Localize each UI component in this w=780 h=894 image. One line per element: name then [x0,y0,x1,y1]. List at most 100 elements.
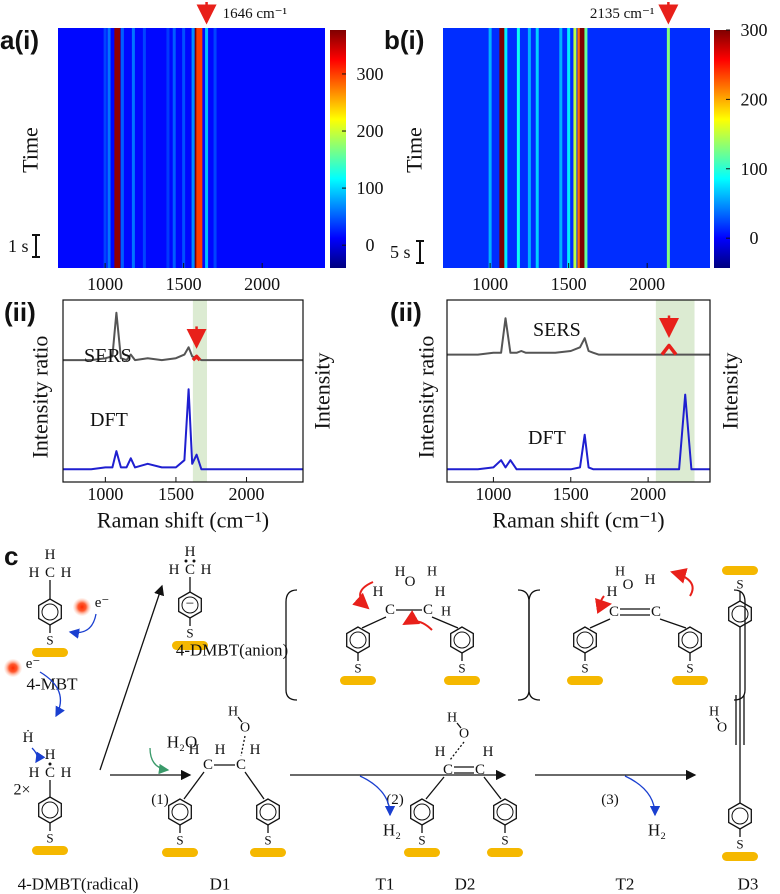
scheme-text: H [29,765,40,781]
scheme-text: S [736,837,743,852]
scheme-text: O [623,577,634,593]
highlight-peak [660,343,678,356]
x-axis-label: Raman shift (cm⁻¹) [97,508,269,533]
scheme-text: 2× [13,782,30,799]
heatmap-stripe [114,28,121,268]
heatmap-stripe [535,28,539,268]
heatmap-stripe [584,28,588,268]
red-arrow [402,610,433,631]
ring-inner [41,603,59,621]
heatmap-stripe [573,28,577,268]
ring-inner [259,803,277,821]
gold-substrate [172,641,208,650]
heatmap-stripe [191,28,195,268]
scheme-text: H [435,584,446,600]
scheme-text: − [186,596,194,612]
scheme-text: (2) [386,792,404,808]
heatmap-stripe [196,28,203,268]
scheme-text: H₂ [383,821,401,840]
gold-substrate [487,848,523,857]
scheme-text: S [418,833,425,848]
plot-frame [446,299,711,483]
bond [449,741,465,761]
x-tick-label: 2000 [229,484,265,504]
scheme-text: S [581,661,588,676]
y2-axis-label: Intensity [718,353,743,430]
colorbar-tick-label: 0 [366,235,375,255]
scheme-text: C [45,765,55,781]
bond [183,771,205,800]
scheme-text: S [46,831,53,846]
ring-inner [496,803,514,821]
scheme-text: S [686,661,693,676]
bracket [528,589,541,701]
shaded-region [192,300,207,482]
scheme-text: H₂ [648,821,666,840]
x-tick-label: 1500 [166,274,202,294]
ring-inner [41,801,59,819]
scheme-text: (1) [151,792,169,808]
annotation: 2135 cm⁻¹ [590,6,655,22]
scheme-text: H [435,744,446,760]
y-axis-label: Intensity ratio [28,336,53,459]
scheme-text: H [45,547,56,563]
scheme-text: S [458,661,465,676]
ring-inner [453,631,471,649]
scheme-text: D3 [738,875,759,894]
gold-substrate [32,846,68,855]
colorbar [330,30,346,268]
water-arrow [149,747,170,775]
scheme-text: H [607,584,618,600]
colorbar-tick-label: 300 [357,64,384,84]
heatmap-stripe [182,28,186,268]
bond [431,616,459,629]
annotation: 1646 cm⁻¹ [223,6,287,22]
gold-substrate [444,676,480,685]
radical-dot [48,762,52,766]
red-arrow [670,568,694,597]
gold-substrate [32,648,68,657]
plot-frame [62,299,304,483]
scheme-text: H [61,565,72,581]
scheme-text: C [185,562,195,578]
heatmap-stripe [103,28,107,268]
scheme-text: c [4,541,18,571]
scheme-text: H₂O [167,733,197,752]
colorbar-tick-label: 200 [357,121,384,141]
heatmap-stripe [559,28,563,268]
heatmap-stripe [107,28,111,268]
bond [589,618,611,629]
scheme-text: S [736,577,743,592]
scheme-text: S [176,833,183,848]
heatmap-stripe [579,28,586,268]
scheme-text: D2 [455,875,476,894]
x-tick-label: 1000 [475,484,511,504]
scheme-text: C [385,602,395,618]
series-label: DFT [528,427,566,449]
scheme-text: C [609,604,619,620]
gold-substrate [250,848,286,857]
bracket [285,589,298,701]
scheme-text: H [189,742,200,758]
series-label: DFT [90,409,128,431]
scheme-text: H [645,572,656,588]
panel-label: a(i) [0,25,39,55]
x-tick-label: 2000 [629,274,665,294]
electron-dot [4,659,22,677]
scheme-text: (3) [601,792,619,808]
lone-pair [184,559,188,563]
ring-inner [731,605,749,623]
scheme-text: 4-DMBT(anion) [176,641,288,660]
x-tick-label: 2000 [630,484,666,504]
heatmap-stripe [499,28,506,268]
electron-arrow [39,671,65,718]
ring-inner [349,631,367,649]
heatmap-stripe [120,28,124,268]
x-tick-label: 2000 [244,274,280,294]
gold-substrate [404,848,440,857]
spectrum-line [63,388,303,471]
scheme-text: H [29,565,40,581]
scheme-text: 4-DMBT(radical) [18,875,139,894]
scheme-text: C [475,762,485,778]
